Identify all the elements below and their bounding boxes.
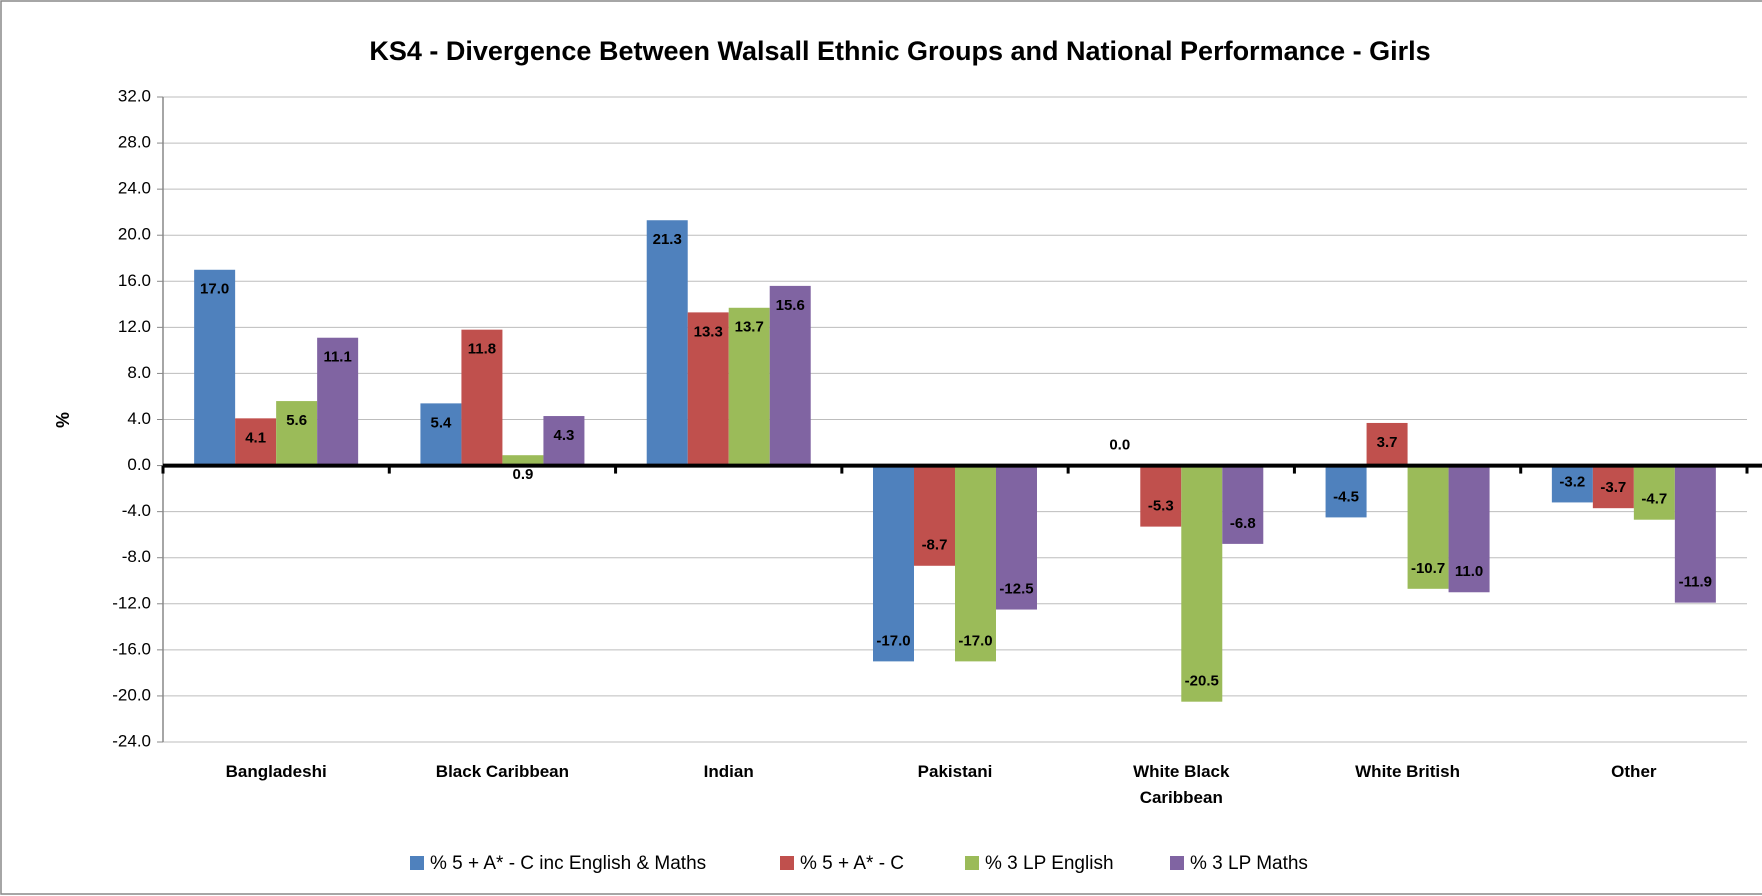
x-tick-label: Black Caribbean <box>435 762 570 781</box>
data-label: 13.3 <box>694 323 723 340</box>
y-tick-label: 32.0 <box>118 86 151 105</box>
bar <box>235 418 277 466</box>
bar <box>1592 465 1634 509</box>
y-axis-label: % <box>53 412 73 428</box>
y-tick-label: -8.0 <box>122 547 151 566</box>
data-label: 0.0 <box>1109 437 1130 454</box>
bar <box>1181 465 1223 702</box>
data-label: 11.8 <box>468 341 496 358</box>
data-label: 3.7 <box>1377 434 1398 451</box>
bar <box>502 455 544 466</box>
bar <box>955 465 996 662</box>
bar <box>1222 465 1264 544</box>
data-label: -3.2 <box>1559 473 1585 490</box>
bar <box>420 403 462 466</box>
bar <box>769 285 811 466</box>
bar <box>914 465 955 566</box>
data-label: -6.8 <box>1230 515 1256 532</box>
bar <box>1633 465 1675 520</box>
x-tick-label: White British <box>1355 762 1460 781</box>
legend-swatch <box>410 856 424 870</box>
legend-swatch <box>1170 856 1184 870</box>
bar <box>317 337 359 466</box>
legend-label: % 5 + A* - C inc English & Maths <box>430 853 706 874</box>
bar <box>1407 465 1449 589</box>
chart-title: KS4 - Divergence Between Walsall Ethnic … <box>369 36 1430 66</box>
data-label: 5.4 <box>430 414 452 431</box>
y-tick-label: 8.0 <box>127 363 151 382</box>
y-tick-label: -4.0 <box>122 501 151 520</box>
bar <box>1366 422 1408 466</box>
bar <box>873 465 914 662</box>
y-tick-label: 16.0 <box>118 271 151 290</box>
y-tick-label: 24.0 <box>118 179 151 198</box>
bar <box>1140 465 1182 527</box>
data-label: -20.5 <box>1185 673 1219 690</box>
bar <box>276 401 318 466</box>
data-label: -17.0 <box>958 632 992 649</box>
data-label: 11.0 <box>1455 563 1483 580</box>
data-label: 17.0 <box>200 281 229 298</box>
data-label: -10.7 <box>1411 560 1445 577</box>
bar <box>194 269 236 466</box>
data-label: -8.7 <box>922 537 948 554</box>
legend-swatch <box>780 856 794 870</box>
bar <box>543 416 585 466</box>
y-tick-label: 28.0 <box>118 133 151 152</box>
bar <box>996 465 1037 610</box>
legend-label: % 3 LP English <box>985 853 1114 874</box>
legend-swatch <box>965 856 979 870</box>
bar <box>1448 465 1490 593</box>
y-tick-label: -16.0 <box>112 639 151 658</box>
data-label: 13.7 <box>735 319 764 336</box>
data-label: 21.3 <box>653 231 682 248</box>
data-label: -11.9 <box>1679 574 1712 591</box>
legend-label: % 3 LP Maths <box>1190 853 1308 874</box>
data-label: -3.7 <box>1600 479 1626 496</box>
data-label: -4.7 <box>1641 491 1667 508</box>
y-tick-label: -20.0 <box>112 685 151 704</box>
y-tick-label: 12.0 <box>118 317 151 336</box>
legend-label: % 5 + A* - C <box>800 853 904 874</box>
data-label: -12.5 <box>999 581 1033 598</box>
data-label: 0.9 <box>512 466 533 483</box>
data-label: 5.6 <box>286 412 307 429</box>
y-tick-label: 0.0 <box>127 455 151 474</box>
bar <box>646 220 688 466</box>
y-tick-label: -12.0 <box>112 593 151 612</box>
data-label: 4.1 <box>245 429 266 446</box>
x-tick-label: Indian <box>703 762 754 781</box>
data-label: 15.6 <box>776 297 805 314</box>
bar <box>461 329 503 466</box>
y-tick-label: 4.0 <box>127 409 151 428</box>
data-label: 11.1 <box>323 349 351 366</box>
x-tick-label: Pakistani <box>917 762 993 781</box>
x-tick-label: White Black Caribbean <box>1133 762 1230 807</box>
y-tick-label: 20.0 <box>118 225 151 244</box>
bar <box>1551 465 1593 503</box>
data-label: -5.3 <box>1148 498 1174 515</box>
bar <box>728 307 770 466</box>
x-tick-label: Bangladeshi <box>225 762 327 781</box>
data-label: -4.5 <box>1333 488 1359 505</box>
bar <box>1325 465 1367 518</box>
bar <box>687 312 729 466</box>
data-label: 4.3 <box>553 427 574 444</box>
x-tick-label: Other <box>1611 762 1657 781</box>
data-label: -17.0 <box>876 632 910 649</box>
y-tick-label: -24.0 <box>112 731 151 750</box>
bar <box>1674 465 1716 603</box>
